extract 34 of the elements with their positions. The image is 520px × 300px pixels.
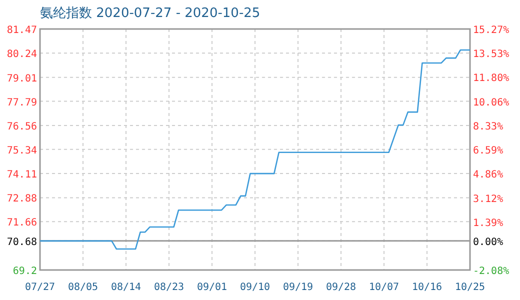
- x-tick-label: 09/28: [326, 282, 356, 293]
- y2-tick-label: -2.08%: [473, 266, 510, 277]
- y-tick-label: 69.2: [12, 266, 37, 277]
- title: 氨纶指数 2020-07-27 - 2020-10-25: [40, 6, 260, 21]
- x-tick-label: 09/19: [282, 282, 314, 293]
- y-tick-label: 80.24: [6, 49, 37, 60]
- y-tick-label: 74.11: [6, 170, 37, 181]
- y-tick-label: 71.66: [6, 218, 37, 229]
- x-tick-label: 10/25: [454, 282, 486, 293]
- y2-tick-label: 15.27%: [473, 25, 510, 36]
- y2-tick-label: 1.39%: [473, 218, 504, 229]
- y-tick-label: 76.56: [6, 121, 37, 132]
- y2-tick-label: 10.06%: [473, 97, 510, 108]
- y-tick-label: 72.88: [6, 194, 37, 205]
- y2-tick-label: 11.80%: [473, 73, 510, 84]
- y-tick-label: 81.47: [6, 25, 37, 36]
- x-tick-label: 08/23: [154, 282, 184, 293]
- x-tick-label: 10/07: [368, 282, 400, 293]
- y2-tick-label: 3.12%: [473, 194, 504, 205]
- y2-tick-label: 0.00%: [473, 237, 504, 248]
- x-tick-label: 09/01: [196, 282, 228, 293]
- y2-tick-label: 8.33%: [473, 121, 504, 132]
- x-tick-label: 08/14: [110, 282, 142, 293]
- x-tick-label: 10/16: [412, 282, 442, 293]
- x-tick-label: 07/27: [24, 282, 56, 293]
- y2-tick-label: 13.53%: [473, 49, 510, 60]
- x-tick-label: 09/10: [240, 282, 270, 293]
- y-tick-label: 70.68: [6, 236, 37, 248]
- y-tick-label: 75.34: [6, 145, 37, 156]
- y-tick-label: 77.79: [6, 97, 37, 108]
- y-tick-label: 79.01: [6, 73, 37, 84]
- y2-tick-label: 4.86%: [473, 170, 504, 181]
- y2-tick-label: 6.59%: [473, 146, 504, 157]
- x-tick-label: 08/05: [68, 282, 98, 293]
